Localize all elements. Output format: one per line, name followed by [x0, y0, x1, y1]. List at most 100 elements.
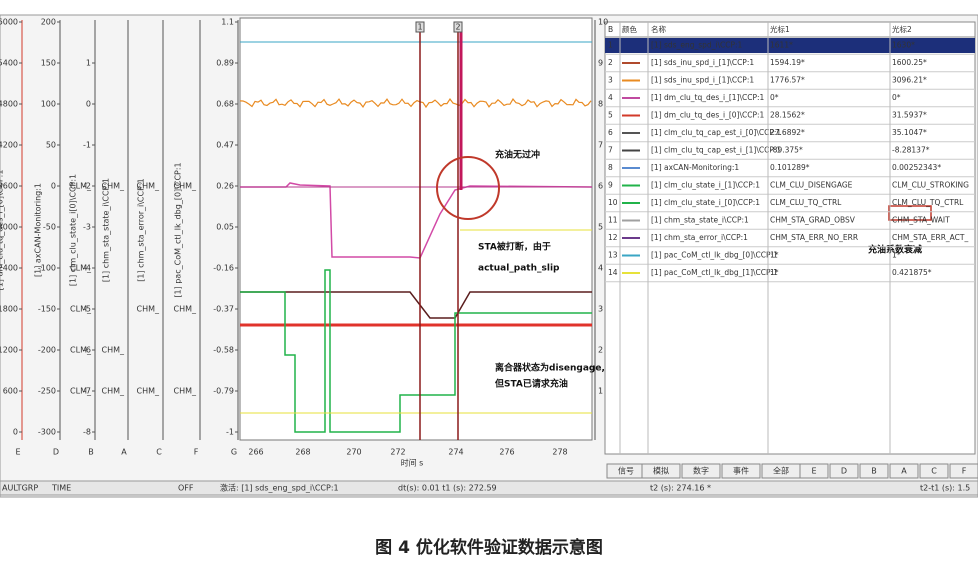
table-cell[interactable]: 0* — [770, 93, 779, 102]
caption: 图 4 优化软件验证数据示意图 — [375, 537, 603, 558]
table-cell[interactable]: [1] axCAN-Monitoring:1 — [651, 163, 739, 172]
table-cell[interactable]: [1] clm_clu_tq_cap_est_i_[1]\CCP:1 — [651, 146, 781, 155]
highlight-box — [888, 205, 932, 221]
tick-label: 1 — [86, 59, 91, 68]
table-cell[interactable]: 2 — [608, 58, 613, 67]
tab-label[interactable]: B — [871, 467, 877, 476]
table-cell[interactable]: 8 — [608, 163, 613, 172]
table-cell[interactable]: [1] chm_sta_state_i\CCP:1 — [651, 216, 749, 225]
status-text: 激活: [1] sds_eng_spd_i\CCP:1 — [220, 483, 339, 493]
axis-letter: B — [88, 448, 94, 457]
table-cell[interactable]: 14 — [608, 268, 618, 277]
table-cell[interactable]: CLM_CLU_TQ_CTRL — [892, 198, 964, 207]
tab[interactable] — [859, 463, 889, 479]
tick-label: -0.79 — [213, 387, 234, 396]
table-cell[interactable]: 1594.19* — [770, 58, 805, 67]
table-cell[interactable]: CHM_STA_WAIT — [892, 216, 950, 225]
table-cell[interactable]: 0.421875* — [892, 268, 932, 277]
table-cell[interactable]: [1] sds_eng_spd_i\CCP:1 — [651, 41, 743, 50]
table-cell[interactable]: 13 — [608, 251, 618, 260]
tab[interactable] — [681, 463, 721, 479]
table-cell[interactable]: 0* — [892, 93, 901, 102]
table-cell[interactable]: [1] clm_clu_tq_cap_est_i_[0]\CCP:1 — [651, 128, 781, 137]
state-label: CHM_ — [136, 387, 160, 396]
tick-label: 3000 — [0, 223, 18, 232]
tab-label[interactable]: 全部 — [773, 466, 789, 476]
table-cell[interactable]: [1] sds_inu_spd_i_[1]\CCP:1 — [651, 76, 754, 85]
table-cell[interactable]: -8.28137* — [892, 146, 930, 155]
tab-label[interactable]: D — [841, 467, 847, 476]
tick-label: 5400 — [0, 59, 18, 68]
tab-label[interactable]: 模拟 — [653, 466, 669, 476]
table-cell[interactable]: 11 — [608, 216, 618, 225]
table-cell[interactable]: CHM_STA_ERR_NO_ERR — [770, 233, 858, 242]
table-cell[interactable]: 35.1047* — [892, 128, 927, 137]
tab[interactable] — [829, 463, 859, 479]
tick-label: -0.37 — [213, 305, 234, 314]
tab-label[interactable]: 数字 — [693, 466, 709, 476]
table-cell[interactable]: [1] chm_sta_error_i\CCP:1 — [651, 233, 748, 242]
table-cell[interactable]: 4 — [608, 93, 613, 102]
table-cell[interactable]: [1] clm_clu_state_i_[1]\CCP:1 — [651, 181, 760, 190]
tab[interactable] — [919, 463, 949, 479]
table-cell[interactable]: 7 — [608, 146, 613, 155]
table-cell[interactable]: 1630* — [892, 41, 915, 50]
annotation: 离合器状态为disengage, — [495, 362, 605, 374]
table-cell[interactable]: 1776.57* — [770, 76, 805, 85]
tab-label[interactable]: 事件 — [733, 466, 749, 476]
cursor-handle[interactable] — [453, 21, 463, 33]
table-cell[interactable]: CLM_CLU_STROKING — [892, 181, 969, 190]
table-cell[interactable]: 6 — [608, 128, 613, 137]
tick-label: 3 — [598, 305, 603, 314]
tab-label[interactable]: 信号 — [618, 466, 634, 476]
table-cell[interactable]: CHM_STA_ERR_ACT_ — [892, 233, 968, 242]
tab[interactable] — [721, 463, 761, 479]
table-cell[interactable]: [1] sds_inu_spd_i_[1]\CCP:1 — [651, 58, 754, 67]
tab[interactable] — [889, 463, 919, 479]
table-cell[interactable]: [1] pac_CoM_ctl_lk_dbg_[1]\CCP:1 — [651, 268, 778, 277]
tab-label[interactable]: E — [811, 467, 816, 476]
tick-label: 1.1 — [221, 18, 234, 27]
table-cell[interactable]: 0.00252343* — [892, 163, 941, 172]
cursor-handle[interactable] — [415, 21, 425, 33]
state-label: CLM_ — [70, 182, 92, 191]
table-cell[interactable]: 10 — [608, 198, 618, 207]
tab[interactable] — [799, 463, 829, 479]
table-cell[interactable]: 1611* — [770, 41, 793, 50]
tick-label: 2400 — [0, 264, 18, 273]
table-cell[interactable]: [1] dm_clu_tq_des_i_[1]\CCP:1 — [651, 93, 765, 102]
table-cell[interactable]: 5 — [608, 111, 613, 120]
tick-label: 150 — [41, 59, 56, 68]
table-cell[interactable]: 0.101289* — [770, 163, 810, 172]
tab-label[interactable]: C — [931, 467, 937, 476]
table-cell[interactable]: 1* — [770, 268, 779, 277]
tick-label: 100 — [41, 100, 56, 109]
table-cell[interactable]: 12 — [608, 233, 618, 242]
tab-label[interactable]: A — [901, 467, 907, 476]
tab-label[interactable]: F — [962, 467, 967, 476]
tick-label: 4200 — [0, 141, 18, 150]
table-cell[interactable]: 28.1562* — [770, 111, 805, 120]
table-cell[interactable]: 31.5937* — [892, 111, 927, 120]
table-cell[interactable]: 1 — [608, 41, 613, 50]
table-cell[interactable]: 1600.25* — [892, 58, 927, 67]
table-cell[interactable]: -89.375* — [770, 146, 803, 155]
table-cell[interactable]: 9 — [608, 181, 613, 190]
tick-label: 270 — [346, 448, 361, 457]
table-cell[interactable]: CHM_STA_GRAD_OBSV — [770, 216, 856, 225]
tab[interactable] — [949, 463, 978, 479]
table-cell[interactable]: 3 — [608, 76, 613, 85]
table-cell[interactable]: 27.6892* — [770, 128, 805, 137]
table-cell[interactable]: CLM_CLU_DISENGAGE — [770, 181, 853, 190]
traces — [239, 30, 932, 440]
table-cell[interactable]: 1* — [892, 251, 901, 260]
table-cell[interactable]: CLM_CLU_TQ_CTRL — [770, 198, 842, 207]
table-cell[interactable]: 1* — [770, 251, 779, 260]
tick-label: 0 — [13, 428, 18, 437]
table-cell[interactable]: [1] dm_clu_tq_des_i_[0]\CCP:1 — [651, 111, 765, 120]
table-cell[interactable]: [1] pac_CoM_ctl_lk_dbg_[0]\CCP:1 — [651, 251, 778, 260]
tab[interactable] — [641, 463, 681, 479]
table-cell[interactable]: [1] clm_clu_state_i_[0]\CCP:1 — [651, 198, 760, 207]
table-cell[interactable]: 3096.21* — [892, 76, 927, 85]
